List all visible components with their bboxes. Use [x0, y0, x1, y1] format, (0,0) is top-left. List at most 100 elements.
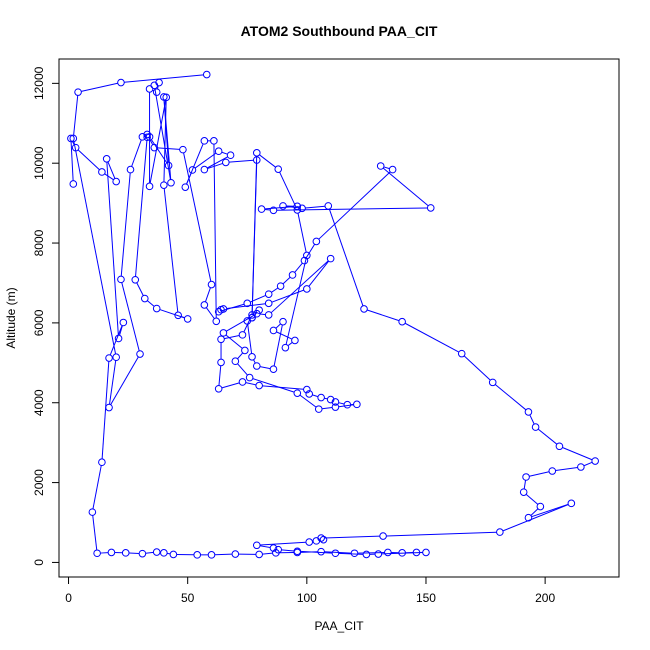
series-segment	[251, 156, 258, 315]
series-segment	[247, 324, 253, 354]
y-tick-label: 4000	[32, 389, 46, 416]
data-point	[155, 78, 163, 87]
data-point	[214, 307, 223, 316]
series-segment	[205, 307, 215, 319]
data-point	[488, 378, 497, 387]
series-segment	[183, 152, 212, 282]
x-tick-label: 50	[181, 591, 195, 605]
series-segment	[531, 503, 569, 518]
data-point	[207, 551, 216, 559]
data-point	[312, 537, 321, 545]
data-point	[412, 548, 421, 557]
data-point	[303, 285, 311, 293]
data-point	[119, 318, 128, 327]
series-segment	[273, 324, 283, 367]
data-point	[422, 548, 430, 557]
data-point	[210, 137, 218, 145]
series-segment	[186, 172, 192, 185]
series-segment	[163, 100, 172, 180]
series-segment	[338, 402, 345, 405]
y-tick-label: 2000	[32, 469, 46, 496]
data-point	[217, 335, 225, 344]
chart-title: ATOM2 Southbound PAA_CIT	[241, 23, 438, 39]
series-segment	[262, 552, 273, 555]
series-segment	[224, 335, 240, 340]
data-point	[248, 313, 256, 322]
data-point	[398, 317, 406, 326]
series-segment	[213, 144, 217, 319]
data-point	[274, 165, 283, 173]
series-segment	[194, 152, 217, 169]
data-point	[524, 513, 533, 522]
data-point	[69, 180, 78, 188]
series-segment	[286, 205, 299, 209]
data-point	[331, 398, 340, 406]
data-point	[245, 373, 254, 382]
data-point	[376, 162, 385, 170]
data-point	[145, 182, 154, 191]
data-point	[145, 85, 154, 93]
series-segment	[502, 504, 569, 532]
data-point	[522, 473, 530, 481]
data-point	[264, 290, 273, 298]
y-axis: 0 2000 4000 6000 8000 10000 12000	[32, 66, 60, 566]
series-segment	[73, 95, 79, 136]
data-point	[169, 550, 178, 559]
data-point	[281, 343, 290, 352]
data-point	[74, 88, 82, 96]
data-point	[136, 350, 144, 358]
data-point	[117, 275, 125, 284]
data-point	[152, 304, 161, 313]
data-point	[291, 336, 299, 345]
data-point	[319, 535, 328, 544]
series-segment	[145, 551, 154, 554]
data-point	[252, 156, 261, 164]
data-point	[179, 145, 187, 154]
data-point	[217, 358, 225, 367]
series-segment	[106, 162, 119, 336]
series-segment	[131, 139, 142, 167]
series-segment	[237, 352, 244, 360]
series-segment	[121, 282, 140, 351]
series-layer	[67, 70, 599, 559]
data-point	[231, 357, 240, 366]
series-segment	[119, 325, 123, 336]
data-point	[219, 329, 228, 337]
data-point	[324, 202, 333, 210]
series-segment	[382, 167, 429, 207]
series-segment	[110, 356, 139, 405]
series-segment	[73, 141, 117, 355]
series-segment	[294, 262, 303, 273]
data-point	[353, 400, 361, 409]
data-point	[88, 508, 97, 516]
series-segment	[366, 309, 400, 322]
series-segment	[338, 404, 354, 408]
data-point	[276, 282, 285, 290]
data-point	[202, 70, 211, 79]
data-point	[162, 93, 171, 102]
series-segment	[237, 363, 248, 376]
data-point	[143, 130, 151, 139]
data-point	[231, 550, 240, 558]
data-point	[398, 549, 406, 557]
series-segment	[324, 397, 328, 400]
data-point	[374, 550, 383, 558]
data-point	[305, 538, 314, 546]
data-point	[288, 271, 297, 279]
data-point	[138, 133, 147, 141]
series-segment	[523, 480, 527, 489]
data-point	[388, 165, 397, 174]
series-segment	[207, 156, 228, 169]
data-point	[105, 354, 113, 362]
series-segment	[262, 385, 304, 390]
series-segment	[328, 208, 364, 306]
series-segment	[221, 151, 228, 155]
series-segment	[207, 162, 223, 170]
series-segment	[259, 366, 271, 370]
series-segment	[245, 382, 257, 386]
series-segment	[312, 394, 319, 398]
data-point	[222, 158, 230, 167]
data-point	[138, 549, 147, 558]
data-point	[152, 88, 161, 96]
